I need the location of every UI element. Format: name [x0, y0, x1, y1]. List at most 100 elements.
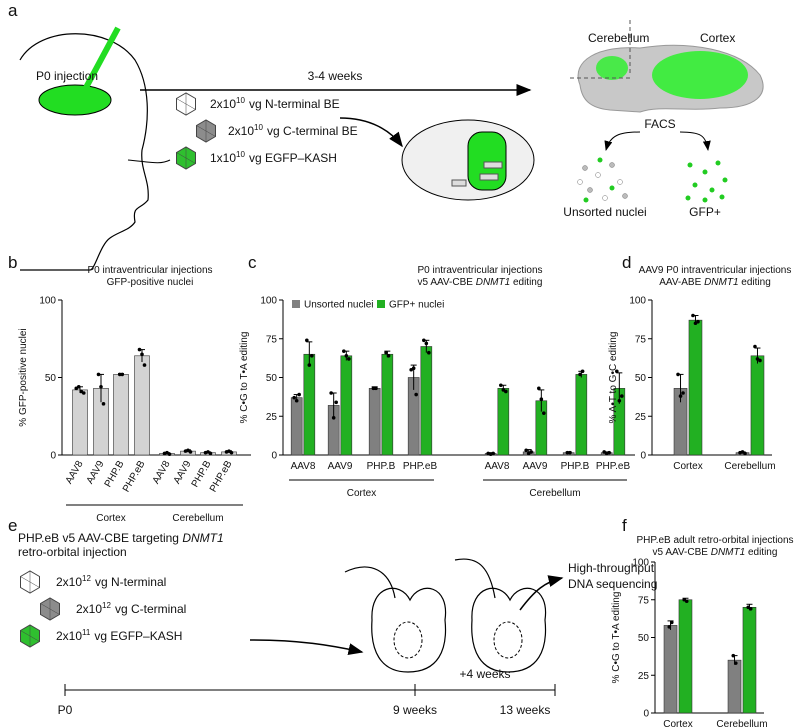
rich-text: GFP-positive nuclei	[107, 277, 194, 288]
y-tick-label: 100	[629, 296, 646, 307]
text-part: 2x10	[210, 97, 236, 111]
x-tick-label: AAV8	[64, 459, 86, 486]
text-part: vg C-terminal	[115, 602, 186, 616]
data-point	[386, 354, 391, 358]
text-sup: 11	[82, 628, 91, 637]
text-part: 2x10	[56, 629, 82, 643]
text-part: vg EGFP–KASH	[94, 629, 182, 643]
data-point	[743, 451, 747, 456]
data-point	[310, 354, 314, 358]
data-point	[568, 450, 572, 455]
data-point	[731, 653, 736, 658]
x-tick-label: Cerebellum	[716, 719, 767, 727]
panel-label: d	[622, 253, 631, 272]
timeline-label: +4 weeks	[459, 667, 510, 681]
data-point	[229, 450, 234, 455]
panel-label: a	[8, 1, 18, 20]
data-point	[142, 363, 147, 367]
bar	[727, 659, 742, 714]
virus-facet	[20, 576, 40, 588]
data-point	[305, 338, 309, 343]
virus-facet	[196, 125, 216, 137]
bar	[742, 606, 757, 714]
region: Cortex	[700, 31, 735, 45]
data-point	[696, 319, 700, 324]
data-point	[329, 391, 333, 395]
y-axis-label: % A•T to G•C editing	[608, 332, 619, 424]
text-part: vg N-terminal BE	[249, 97, 340, 111]
output: Unsorted nuclei	[563, 205, 646, 219]
x-tick-label: PHP.eB	[596, 461, 631, 472]
x-tick-label: AAV8	[291, 461, 316, 472]
data-point	[414, 392, 418, 397]
data-point	[580, 369, 585, 374]
duration: 3-4 weeks	[308, 69, 363, 83]
data-point	[542, 411, 546, 415]
data-point	[411, 366, 416, 371]
data-point	[499, 383, 503, 388]
group-label: Cerebellum	[529, 488, 580, 499]
data-point	[334, 400, 338, 405]
facs: FACS	[644, 117, 675, 131]
y-tick-label: 0	[640, 451, 646, 462]
x-tick-label: AAV8	[151, 459, 173, 486]
data-point	[733, 661, 738, 665]
data-point	[188, 450, 193, 454]
data-point	[424, 341, 429, 346]
panel-label: b	[8, 253, 17, 272]
text-part: 2x10	[56, 575, 82, 589]
chart-title: PHP.eB adult retro-orbital injections	[636, 535, 793, 546]
data-point	[669, 620, 674, 625]
virus-facet	[176, 98, 196, 110]
data-point	[81, 391, 86, 395]
text-part: 1x10	[210, 151, 236, 165]
data-point	[297, 392, 301, 397]
data-point	[565, 450, 570, 455]
data-point	[140, 352, 144, 357]
data-point	[374, 386, 378, 391]
text-sup: 12	[82, 574, 91, 583]
bar	[688, 319, 703, 456]
data-point	[537, 386, 541, 391]
text-part: DNMT1	[182, 531, 223, 545]
panel-label: c	[248, 253, 257, 272]
data-point	[615, 369, 619, 374]
data-point	[342, 349, 346, 353]
text-part: GFP-positive nuclei	[107, 277, 194, 288]
x-tick-label: PHP.B	[367, 461, 396, 472]
text-part: vg EGFP–KASH	[249, 151, 337, 165]
y-tick-label: 50	[638, 633, 650, 644]
data-point	[678, 394, 683, 398]
bar	[750, 355, 765, 456]
y-axis-label: % GFP-positive nuclei	[18, 328, 29, 426]
data-point	[427, 350, 431, 355]
text-part: DNMT1	[711, 547, 745, 558]
data-point	[371, 386, 376, 391]
text-part: editing	[510, 277, 542, 288]
panel-a-art	[19, 20, 764, 271]
data-point	[422, 338, 426, 343]
data-point	[120, 372, 125, 377]
data-point	[307, 363, 312, 367]
x-tick-label: AAV8	[485, 461, 510, 472]
bar	[497, 388, 510, 456]
y-tick-label: 50	[45, 373, 57, 384]
bar	[368, 388, 381, 456]
data-point	[681, 391, 685, 395]
panel-e-title2: retro-orbital injection	[18, 545, 127, 559]
y-tick-label: 100	[632, 558, 649, 569]
text-part: vg C-terminal BE	[267, 124, 358, 138]
text-part: AAV-ABE	[659, 277, 704, 288]
rich-text: v5 AAV-CBE DNMT1 editing	[418, 277, 543, 288]
y-axis-label: % C•G to T•A editing	[611, 592, 622, 684]
y-tick-label: 75	[638, 595, 650, 606]
text-sup: 10	[236, 96, 245, 105]
y-tick-label: 0	[271, 451, 277, 462]
y-axis-label: % C•G to T•A editing	[239, 332, 250, 424]
data-point	[691, 313, 695, 318]
text-part: vg N-terminal	[95, 575, 166, 589]
text-part: 2x10	[228, 124, 254, 138]
x-tick-label: PHP.eB	[403, 461, 438, 472]
bar	[340, 355, 353, 456]
